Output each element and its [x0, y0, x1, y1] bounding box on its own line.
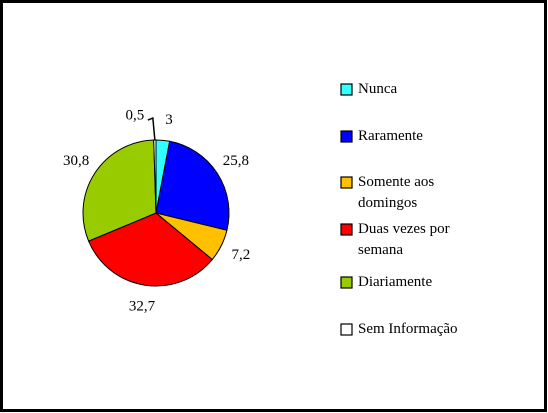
legend-swatch: [340, 276, 353, 289]
pie: 3 25,8 7,2 32,7 30,8 0,5: [63, 107, 250, 314]
legend-swatch: [340, 176, 353, 189]
legend-label: Duas vezes por semana: [358, 221, 450, 258]
legend-swatch: [340, 130, 353, 143]
legend-label: Sem Informação: [358, 321, 458, 337]
pie-slice: [82, 139, 157, 242]
data-label: 25,8: [223, 153, 249, 169]
legend-label: Somente aos domingos: [358, 174, 434, 211]
legend-swatch: [340, 323, 353, 336]
legend: Nunca Raramente Somente aos domingos Duas ve…: [340, 81, 458, 337]
data-label: 30,8: [63, 153, 89, 169]
leader-line: [147, 116, 156, 141]
data-label: 0,5: [125, 107, 144, 123]
legend-swatch: [340, 223, 353, 236]
data-label: 3: [165, 112, 173, 128]
legend-swatch: [340, 83, 353, 96]
legend-label: Diariamente: [358, 274, 432, 290]
legend-label: Nunca: [358, 81, 397, 97]
legend-label: Raramente: [358, 128, 423, 144]
data-label: 7,2: [232, 247, 251, 263]
pie-slice: [87, 212, 213, 287]
pie-slice: [155, 140, 230, 231]
data-label: 32,7: [129, 298, 156, 314]
